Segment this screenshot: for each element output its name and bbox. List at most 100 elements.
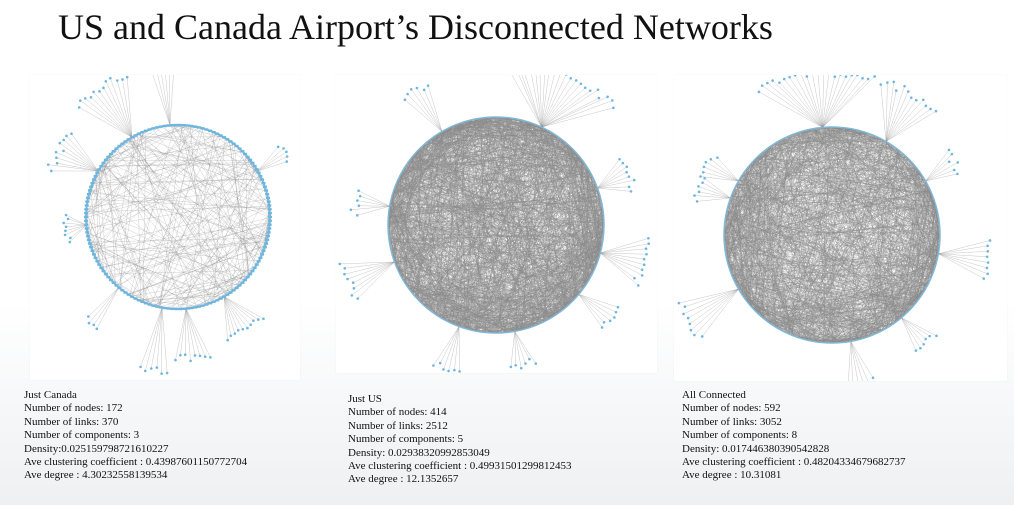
airport-node [197,126,202,129]
edge-line [416,87,443,132]
edge-line [895,286,928,323]
edge-line [228,140,250,275]
edge-line [223,296,259,320]
edge-line [697,197,731,202]
edge-line [185,308,187,355]
edge-line [109,155,189,309]
edge-line [390,202,503,333]
airport-node [91,178,96,181]
edge-line [804,130,899,321]
airport-node [63,233,67,237]
edge-line [91,178,262,186]
edge-line [142,127,202,302]
edge-line [731,194,915,306]
edge-line [397,181,601,255]
airport-node [143,302,148,305]
edge-line [156,307,163,368]
airport-node [778,81,781,84]
edge-line [181,125,229,294]
airport-node [250,161,255,165]
edge-line [938,245,988,254]
edge-line [185,308,206,357]
airport-node [613,316,616,319]
airport-node [158,306,163,309]
edge-line [398,155,414,273]
edge-line [402,248,602,280]
edge-line [451,116,491,127]
airport-node [947,148,951,152]
airport-node [106,155,111,159]
airport-node [583,86,587,90]
airport-node [264,189,269,192]
edge-line [388,143,567,214]
airport-node [922,342,925,346]
airport-node [84,215,88,219]
airport-node [65,134,68,138]
airport-node [233,332,237,335]
edge-line [543,128,591,278]
edge-line [105,160,268,238]
airport-node [165,371,169,375]
edge-line [802,131,913,307]
airport-node [903,84,906,88]
edge-line [63,139,99,172]
edge-line [729,268,842,343]
edge-line [822,78,869,128]
edge-line [900,151,941,239]
airport-node [426,84,430,87]
airport-node [357,189,360,193]
airport-node [642,263,646,267]
airport-node [101,269,106,273]
edge-line [134,153,246,299]
airport-node [87,315,90,318]
edge-line [869,208,938,337]
edge-line [443,123,461,320]
airport-node [262,185,267,188]
edge-line [448,117,512,322]
airport-node [701,170,705,174]
edge-line [88,162,105,241]
edge-line [578,294,605,323]
edge-line [600,252,639,286]
edge-line [448,312,560,323]
edge-line [395,127,543,266]
airport-node [181,123,186,127]
edge-line [109,234,269,279]
edge-line [600,252,645,260]
edge-line [86,206,270,212]
edge-line [527,185,597,329]
edge-line [495,308,565,334]
airport-node [84,211,89,215]
airport-node [260,253,265,256]
airport-node [123,291,128,294]
airport-node [688,322,692,326]
edge-line [139,282,242,301]
edge-line [535,75,542,128]
edge-line [724,144,892,227]
edge-line [396,183,599,259]
all-density: Density: 0.017446380390542828 [682,442,830,455]
airport-node [442,368,445,371]
edge-line [150,139,228,305]
airport-node [151,127,156,130]
edge-line [135,135,261,258]
airport-node [89,185,94,188]
airport-node [166,124,171,127]
edge-line [872,134,937,263]
edge-line [170,125,234,291]
edge-line [145,307,163,371]
edge-line [388,195,600,214]
edge-line [98,169,266,247]
edge-line [732,277,801,339]
edge-line [157,75,171,126]
airport-node [929,107,932,111]
edge-line [698,186,731,199]
airport-node [934,109,938,113]
edge-line [237,146,271,215]
edge-line [885,105,927,142]
airport-node [524,362,527,365]
edge-line [426,142,577,154]
airport-node [234,144,239,148]
edge-line [408,288,511,333]
edge-line [127,245,266,295]
